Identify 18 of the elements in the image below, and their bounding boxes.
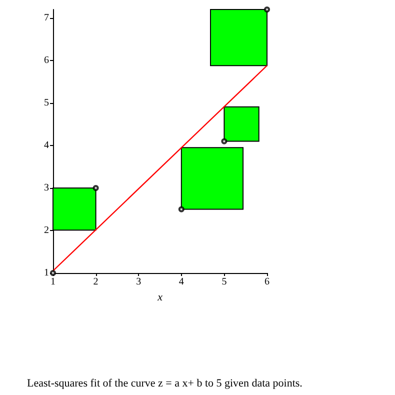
text: Least-squares fit of the curve z = a x+ b to 5 given data points. (27, 378, 303, 390)
point (92, 185, 99, 191)
y-tick-label: 3 (44, 182, 49, 194)
y-tick-label: 5 (44, 98, 49, 108)
x-tick-label: 5 (222, 276, 227, 288)
y-tick-label: 2 (44, 225, 49, 236)
y-tick-label: 7 (44, 12, 49, 24)
point (264, 6, 270, 12)
x-tick-label: 3 (136, 276, 142, 288)
x-tick-label: 2 (93, 276, 98, 288)
y-tick-label: 1 (44, 268, 49, 278)
x-tick-label: 6 (264, 276, 270, 288)
x-axis-title: x (156, 291, 163, 304)
point (178, 206, 184, 212)
x-tick-label: 4 (178, 276, 184, 288)
point (221, 138, 228, 144)
y-tick-label: 6 (44, 55, 49, 66)
y-tick-label: 4 (44, 140, 49, 151)
